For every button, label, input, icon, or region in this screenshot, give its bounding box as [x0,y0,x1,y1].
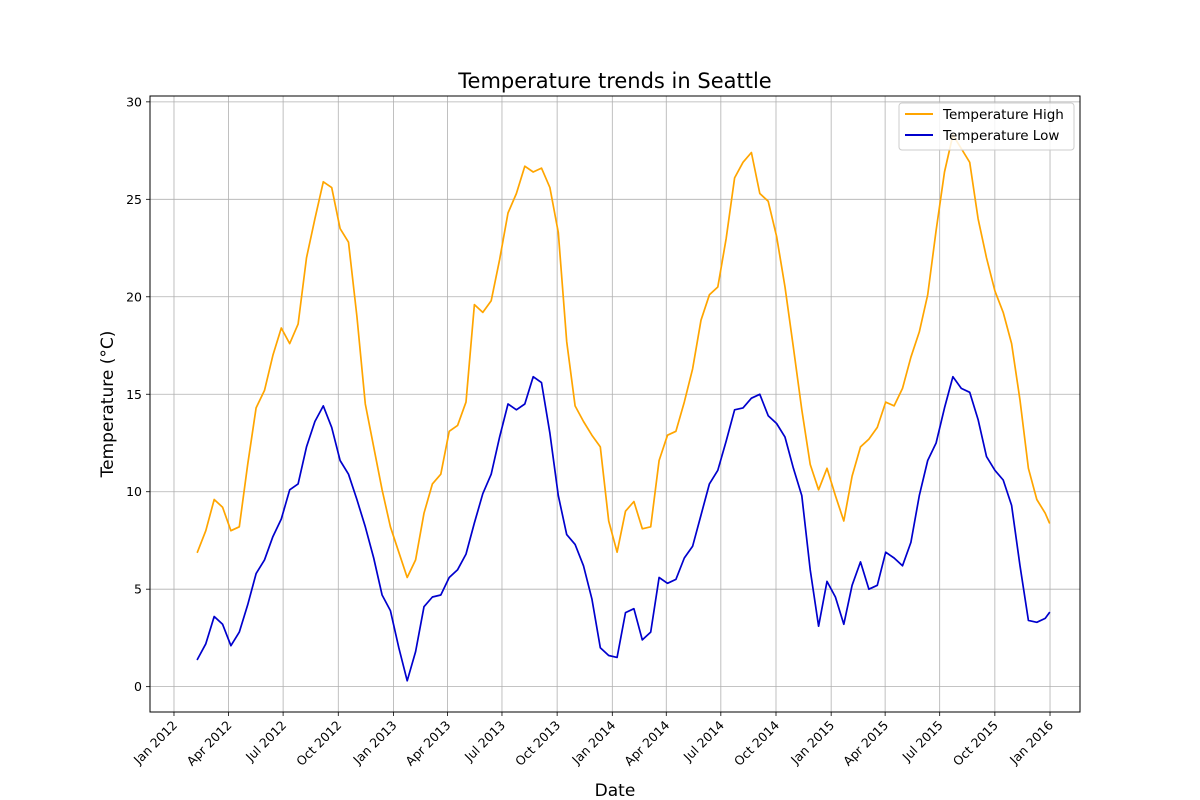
legend-box [898,102,1075,151]
y-tick-label: 15 [126,387,142,402]
y-tick-label: 20 [126,289,142,304]
temperature-high-line [196,134,1051,579]
y-tick-label: 10 [126,484,142,499]
legend-label-high: Temperature High [942,107,1064,123]
y-tick-label: 30 [126,94,142,109]
y-axis-label: Temperature (°C) [98,331,118,479]
legend-label-low: Temperature Low [942,128,1059,144]
y-tick-label: 25 [126,192,142,207]
x-axis-label: Date [595,781,636,800]
plot-frame [149,95,1081,713]
y-tick-label: 0 [134,679,142,694]
grid [150,96,1080,712]
y-tick-label: 5 [134,582,142,597]
chart-title: Temperature trends in Seattle [457,69,771,93]
temperature-low-line [196,375,1051,682]
legend: Temperature High Temperature Low [898,102,1075,151]
series-layer [196,134,1051,682]
